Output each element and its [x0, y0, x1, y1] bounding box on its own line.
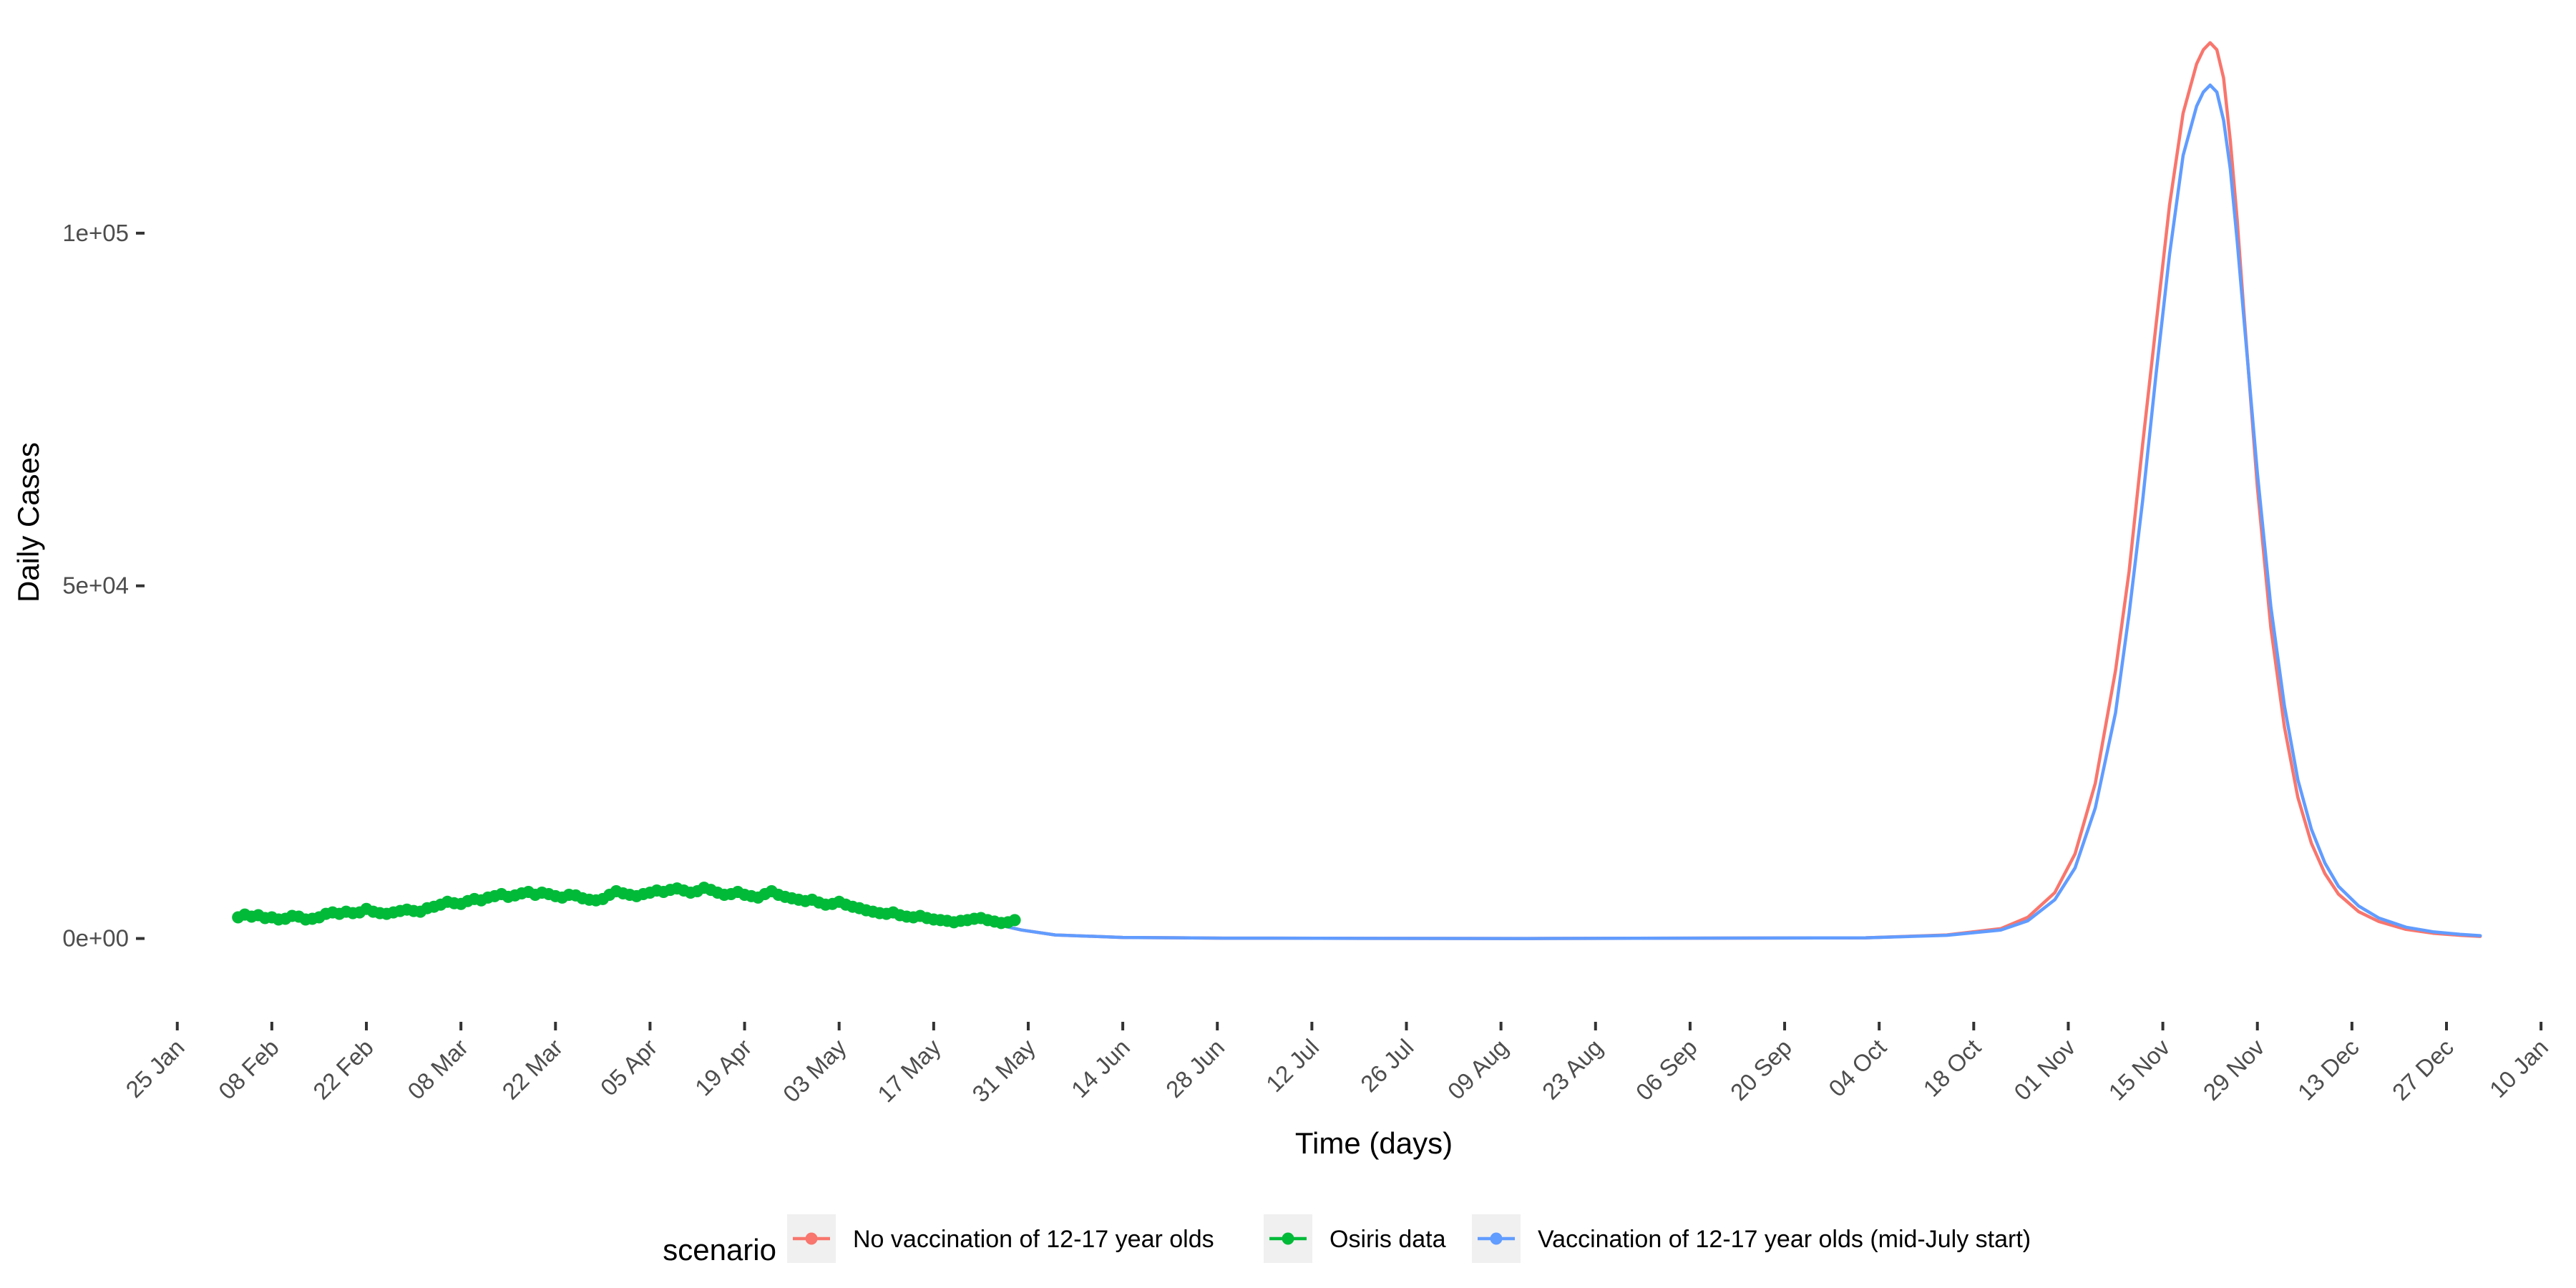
x-tick-label: 01 Nov [2009, 1033, 2080, 1105]
x-tick-label: 06 Sep [1631, 1034, 1702, 1106]
x-tick-label: 08 Mar [402, 1034, 473, 1105]
x-tick-label: 23 Aug [1537, 1034, 1608, 1105]
plot-area [232, 41, 2482, 940]
x-axis-ticks: 25 Jan 08 Feb 22 Feb 08 Mar 22 Mar 05 Apr 19 A… [120, 1022, 2553, 1107]
y-tick-label: 0e+00 [62, 925, 129, 952]
y-tick-label: 1e+05 [62, 220, 129, 246]
legend-label: No vaccination of 12-17 year olds [853, 1226, 1214, 1253]
x-axis-title: Time (days) [1295, 1126, 1453, 1160]
x-tick-label: 26 Jul [1355, 1034, 1418, 1097]
series-line-2 [979, 83, 2482, 940]
x-tick-label: 17 May [872, 1033, 946, 1107]
legend-label: Osiris data [1330, 1226, 1446, 1253]
legend-key-point [1282, 1232, 1294, 1245]
x-tick-label: 31 May [967, 1033, 1040, 1107]
x-tick-label: 13 Dec [2293, 1034, 2364, 1106]
x-tick-label: 19 Apr [690, 1034, 757, 1101]
x-tick-label: 29 Nov [2198, 1033, 2270, 1105]
x-tick-label: 18 Oct [1918, 1034, 1986, 1102]
series-layer [979, 41, 2482, 940]
x-tick-label: 22 Feb [308, 1034, 379, 1105]
x-tick-label: 15 Nov [2103, 1033, 2175, 1105]
x-tick-label: 08 Feb [213, 1034, 284, 1105]
x-tick-label: 10 Jan [2484, 1034, 2553, 1103]
y-axis: 0e+00 5e+04 1e+05 [62, 220, 145, 952]
y-axis-ticks: 0e+00 5e+04 1e+05 [62, 220, 145, 952]
x-tick-label: 04 Oct [1823, 1034, 1891, 1102]
osiris-data-point [1008, 914, 1021, 927]
x-tick-label: 05 Apr [595, 1034, 663, 1101]
legend-title: scenario [663, 1233, 776, 1267]
x-tick-label: 27 Dec [2387, 1034, 2459, 1106]
legend: scenario No vaccination of 12-17 year ol… [663, 1214, 2031, 1267]
y-axis-title: Daily Cases [11, 442, 45, 602]
legend-label: Vaccination of 12-17 year olds (mid-July… [1538, 1226, 2031, 1253]
x-tick-label: 28 Jun [1161, 1034, 1229, 1103]
x-tick-label: 09 Aug [1443, 1034, 1513, 1105]
x-tick-label: 03 May [778, 1033, 852, 1107]
y-tick-label: 5e+04 [62, 572, 129, 599]
legend-item-2: Vaccination of 12-17 year olds (mid-July… [1472, 1214, 2031, 1263]
osiris-points-layer [232, 882, 1021, 930]
x-tick-label: 20 Sep [1725, 1034, 1797, 1106]
x-tick-label: 25 Jan [120, 1034, 189, 1103]
legend-item-1: Osiris data [1264, 1214, 1446, 1263]
x-tick-label: 22 Mar [497, 1034, 567, 1105]
series-line-0 [979, 41, 2482, 940]
x-tick-label: 14 Jun [1066, 1034, 1135, 1103]
legend-items: No vaccination of 12-17 year olds Osiris … [787, 1214, 2031, 1263]
legend-key-point [1490, 1232, 1503, 1245]
x-axis: 25 Jan 08 Feb 22 Feb 08 Mar 22 Mar 05 Apr 19 A… [120, 1022, 2553, 1107]
x-tick-label: 12 Jul [1261, 1034, 1324, 1097]
legend-item-0: No vaccination of 12-17 year olds [787, 1214, 1214, 1263]
legend-key-point [805, 1232, 818, 1245]
